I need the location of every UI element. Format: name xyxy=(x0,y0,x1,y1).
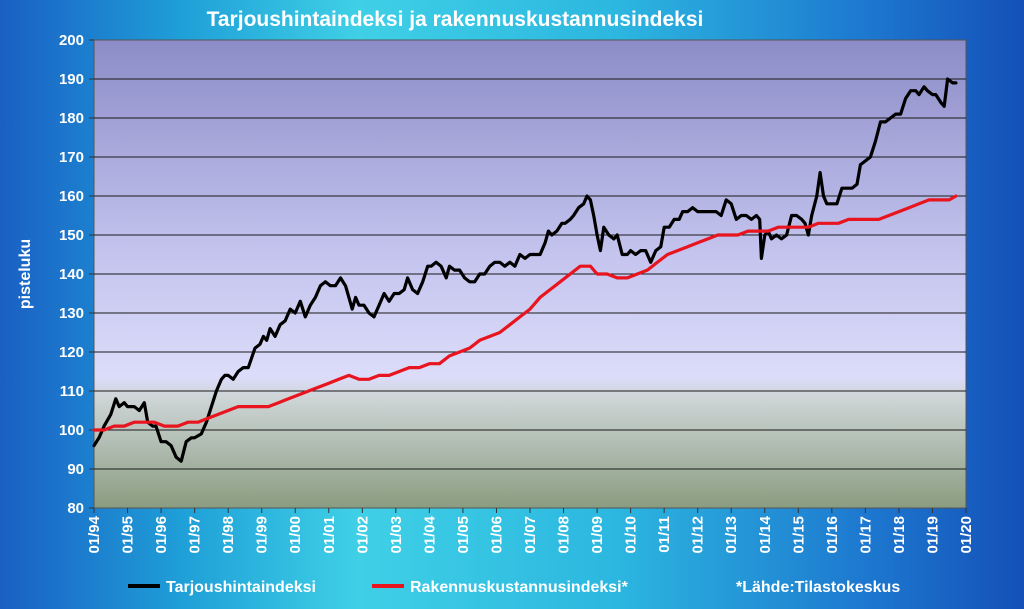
x-tick-label: 01/15 xyxy=(790,516,807,554)
y-axis: 80 90 100 110 120 130 140 150 160 170 180 190 200 xyxy=(59,32,94,517)
y-tick-label: 200 xyxy=(59,32,84,49)
y-tick-label: 110 xyxy=(60,383,84,400)
x-tick-label: 01/10 xyxy=(623,516,640,554)
x-tick-label: 01/00 xyxy=(287,516,304,554)
x-tick-label: 01/13 xyxy=(723,516,740,554)
x-tick-label: 01/98 xyxy=(220,516,237,554)
x-tick-label: 01/01 xyxy=(321,516,338,554)
y-tick-label: 90 xyxy=(67,461,84,478)
x-tick-label: 01/08 xyxy=(556,516,573,554)
x-tick-label: 01/96 xyxy=(153,516,170,554)
series-line-1 xyxy=(92,194,958,432)
source-note: *Lähde:Tilastokeskus xyxy=(736,579,900,596)
legend: Tarjoushintaindeksi Rakennuskustannusind… xyxy=(128,579,900,596)
x-axis: 01/94 01/95 01/96 01/97 01/98 01/99 01/00 01/01… xyxy=(86,508,975,554)
x-tick-label: 01/02 xyxy=(354,516,371,554)
series-line-0 xyxy=(92,77,958,463)
x-tick-label: 01/19 xyxy=(924,516,941,554)
y-tick-label: 100 xyxy=(59,422,84,439)
y-tick-label: 170 xyxy=(59,149,84,166)
x-tick-label: 01/03 xyxy=(388,516,405,554)
x-tick-label: 01/09 xyxy=(589,516,606,554)
y-tick-label: 120 xyxy=(59,344,84,361)
x-tick-label: 01/17 xyxy=(857,516,874,554)
gridlines xyxy=(94,78,966,470)
x-tick-label: 01/14 xyxy=(757,515,774,553)
x-tick-label: 01/07 xyxy=(522,516,539,554)
y-tick-label: 180 xyxy=(59,110,84,127)
x-tick-label: 01/12 xyxy=(690,516,707,554)
series-lines xyxy=(92,77,958,463)
x-tick-label: 01/04 xyxy=(421,515,438,553)
x-tick-label: 01/05 xyxy=(455,516,472,554)
legend-label-tarjoushintaindeksi: Tarjoushintaindeksi xyxy=(166,579,316,596)
y-tick-label: 140 xyxy=(59,266,84,283)
y-axis-label: pisteluku xyxy=(17,239,34,309)
y-tick-label: 190 xyxy=(59,71,84,88)
x-tick-label: 01/97 xyxy=(187,516,204,554)
x-tick-label: 01/06 xyxy=(488,516,505,554)
x-tick-label: 01/95 xyxy=(120,516,137,554)
x-tick-label: 01/11 xyxy=(656,516,673,553)
y-tick-label: 130 xyxy=(59,305,84,322)
x-tick-label: 01/18 xyxy=(891,516,908,554)
x-tick-label: 01/16 xyxy=(824,516,841,554)
x-tick-label: 01/20 xyxy=(958,516,975,554)
chart-title: Tarjoushintaindeksi ja rakennuskustannus… xyxy=(207,8,704,31)
legend-label-rakennuskustannusindeksi: Rakennuskustannusindeksi* xyxy=(410,579,629,596)
x-tick-label: 01/94 xyxy=(86,515,103,553)
y-tick-label: 160 xyxy=(59,188,84,205)
x-tick-label: 01/99 xyxy=(254,516,271,554)
y-tick-label: 150 xyxy=(59,227,84,244)
y-tick-label: 80 xyxy=(67,500,84,517)
